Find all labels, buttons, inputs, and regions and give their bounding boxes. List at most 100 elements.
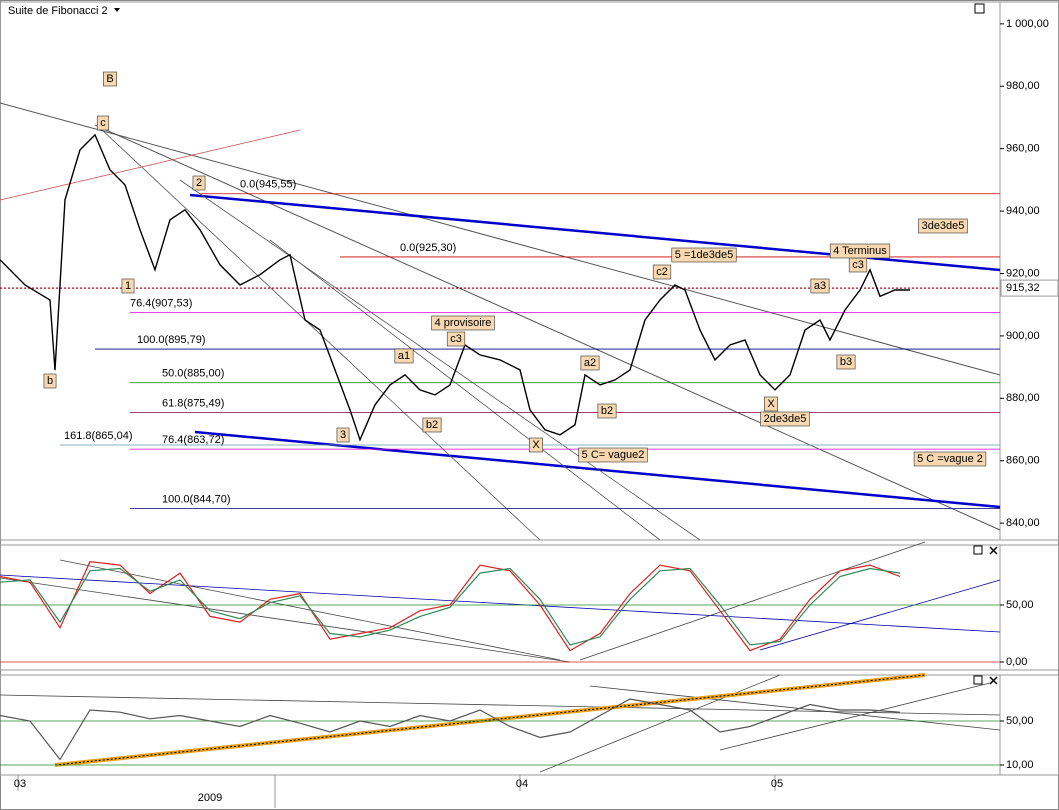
wave-label: a3 [814,280,826,292]
wave-box [446,331,466,347]
y-tick-label: 940,00 [1006,205,1040,217]
y-tick-label: 920,00 [1006,267,1040,279]
fib-label: 76.4(907,53) [130,297,192,309]
fib-label: 0.0(945,55) [240,179,296,191]
fib-label: 61.8(875,49) [162,397,224,409]
wave-box [597,403,617,419]
wave-box [43,373,57,389]
wave-box [336,427,350,443]
wave-label: 4 Terminus [833,245,887,257]
series-line [0,567,901,646]
wave-label: b2 [601,405,613,417]
y-tick-label: 900,00 [1006,330,1040,342]
fib-label: 100.0(844,70) [162,493,231,505]
rsi-trend [719,682,991,751]
y-tick-label: 1 000,00 [1006,18,1049,30]
panel-button[interactable] [973,675,983,685]
fib-label: 0.0(925,30) [400,242,456,254]
x-tick-label: 05 [771,778,783,790]
wave-box [96,115,110,131]
wave-label: b3 [840,356,852,368]
trend-line [269,239,661,541]
wave-box [529,437,543,453]
x-tick-label: 04 [516,778,528,790]
wave-label: c [100,117,106,129]
wave-label: X [767,398,775,410]
y-tick-label: 860,00 [1006,455,1040,467]
chart-title[interactable]: Suite de Fibonacci 2 [8,5,108,17]
osc-trend [59,559,561,661]
wave-label: 2 [196,177,202,189]
fib-label: 100.0(895,79) [137,334,206,346]
wave-box [913,451,987,467]
wave-label: B [106,73,113,85]
wave-label: 3 [340,429,346,441]
rsi-trend [589,685,1001,731]
y-tick-label: 980,00 [1006,80,1040,92]
wave-label: b [47,375,53,387]
wave-label: 5 =1de3de5 [675,249,733,261]
wave-label: b2 [426,419,438,431]
year-label: 2009 [198,792,222,804]
last-price-box [1000,279,1059,297]
trend-line [179,179,701,541]
trend-line [0,102,1001,376]
wave-box [764,396,778,412]
wave-box [652,264,672,280]
wave-box [760,411,810,427]
wave-box [671,247,737,263]
y-tick-label: 960,00 [1006,143,1040,155]
series-line [0,133,910,442]
wave-label: 1 [125,280,131,292]
y-tick-label: 0,00 [1006,656,1027,668]
trend-line [99,127,541,541]
fib-label: 161.8(865,04) [64,430,133,442]
support-line-dash [54,674,926,766]
trend-line [94,124,1001,531]
wave-box [431,315,495,331]
wave-label: a1 [398,350,410,362]
last-price-label: 915,32 [1006,282,1040,294]
panel-button[interactable] [973,545,983,555]
wave-label: a2 [584,357,596,369]
wave-label: 3de3de5 [922,220,965,232]
fib-label: 76.4(863,72) [162,434,224,446]
y-tick-label: 50,00 [1006,599,1034,611]
wave-box [121,278,135,294]
wave-label: 2de3de5 [764,413,807,425]
wave-label: 5 C =vague 2 [917,453,983,465]
fib-label: 50.0(885,00) [162,368,224,380]
wave-box [836,354,856,370]
rsi-trend [0,694,1001,716]
x-tick-label: 03 [14,778,26,790]
panel-close[interactable] [989,546,998,555]
wave-label: c3 [852,259,864,271]
osc-trend [0,577,571,663]
title-dropdown[interactable] [114,8,120,12]
panel-button[interactable] [974,3,985,14]
osc-trend [579,541,926,661]
y-tick-label: 50,00 [1006,715,1034,727]
series-line [0,698,901,761]
panel-close[interactable] [989,676,998,685]
trend-line [0,129,301,201]
wave-label: 4 provisoire [435,317,492,329]
wave-box [394,348,414,364]
series-line [0,561,901,652]
wave-label: X [532,439,540,451]
wave-label: 5 C= vague2 [582,449,645,461]
wave-box [103,71,117,87]
wave-box [192,175,206,191]
wave-box [918,218,968,234]
wave-label: c2 [656,266,668,278]
wave-box [578,447,648,463]
osc-trend [759,579,1001,651]
rsi-trend [539,674,781,773]
wave-box [580,355,600,371]
wave-box [810,278,830,294]
y-tick-label: 840,00 [1006,517,1040,529]
wave-label: c3 [450,333,462,345]
wave-box [422,417,442,433]
